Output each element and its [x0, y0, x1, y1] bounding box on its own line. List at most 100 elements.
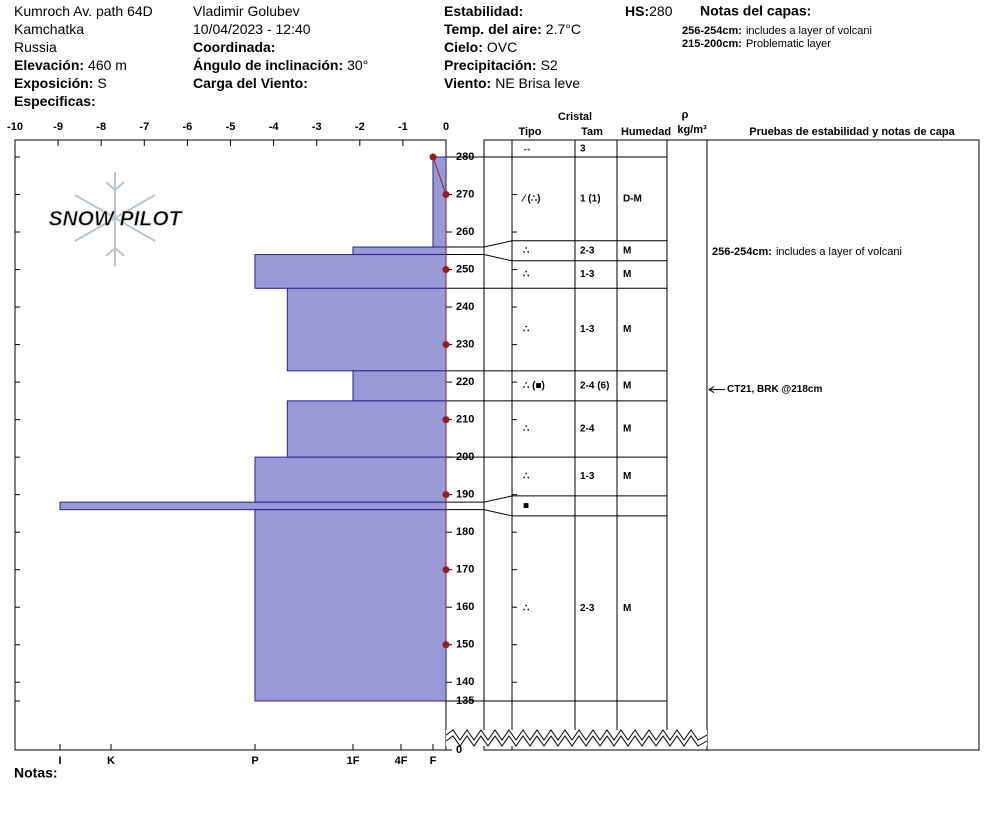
table-frame	[483, 139, 980, 751]
temperature-line	[432, 156, 447, 645]
surface-grain: ↔	[522, 144, 532, 155]
x-tick-label: -4	[269, 121, 280, 133]
hardness-tick-label: P	[251, 755, 258, 767]
grain-size: 2-4 (6)	[580, 380, 609, 391]
layer-connector	[446, 254, 667, 262]
hardness-bar	[352, 246, 447, 256]
note-text: includes a layer of volcani	[776, 246, 902, 258]
field-label: Precipitación:	[444, 57, 537, 73]
y-tick-label: 220	[456, 376, 474, 388]
hardness-tick-label: 4F	[395, 755, 408, 767]
field-label: Carga del Viento:	[193, 75, 308, 91]
column-header: Cristal	[558, 111, 592, 123]
y-tick-label: 140	[456, 676, 474, 688]
column-header: ρ	[682, 109, 689, 121]
layer-note: 215-200cm: Problematic layer	[682, 38, 831, 50]
field-value: OVC	[487, 39, 517, 55]
field-value: 460 m	[88, 57, 127, 73]
column-header: Tipo	[518, 126, 541, 138]
x-tick-label: -1	[398, 121, 408, 133]
temperature-point	[442, 416, 450, 424]
field-label: Viento:	[444, 75, 491, 91]
field-value: NE Brisa leve	[495, 75, 580, 91]
hardness-tick-label: F	[430, 755, 437, 767]
header-field: Precipitación: S2	[444, 57, 558, 73]
field-label: Elevación:	[14, 57, 84, 73]
y-tick-label: 180	[456, 526, 474, 538]
header-field: Exposición: S	[14, 75, 107, 91]
temperature-point	[442, 641, 450, 649]
grain-size: 1-3	[580, 269, 595, 280]
field-value: S	[97, 75, 106, 91]
y-tick-label: 190	[456, 489, 474, 501]
grain-type: ⁄ (∴)	[521, 194, 540, 205]
moisture: M	[623, 245, 631, 256]
field-label: Exposición:	[14, 75, 93, 91]
x-tick-label: -8	[96, 121, 106, 133]
field-value: 280	[649, 3, 673, 19]
field-value: 10/04/2023 - 12:40	[193, 21, 311, 37]
hardness-bar	[352, 370, 447, 402]
grain-type: ∴	[523, 324, 529, 335]
moisture: D-M	[623, 194, 642, 205]
column-header: kg/m³	[677, 124, 707, 136]
y-tick-label: 210	[456, 414, 474, 426]
hardness-tick-label: K	[107, 755, 115, 767]
logo-flake	[74, 172, 156, 266]
y-tick-label: 0	[456, 744, 462, 756]
layer-connector	[446, 509, 667, 517]
hardness-bar	[286, 400, 447, 458]
x-tick-label: -2	[355, 121, 365, 133]
layer-connector	[446, 495, 667, 503]
moisture: M	[623, 380, 631, 391]
moisture: M	[623, 269, 631, 280]
grain-size: 1 (1)	[580, 194, 601, 205]
grain-type: ∴	[523, 471, 529, 482]
grain-size: 2-3	[580, 245, 595, 256]
note-range: 215-200cm:	[682, 38, 742, 50]
logo-text: SNOW PILOT	[49, 208, 184, 231]
note-text: Problematic layer	[746, 38, 831, 50]
header-field: Especificas:	[14, 93, 96, 109]
header-field: Kamchatka	[14, 21, 84, 37]
temperature-point	[442, 266, 450, 274]
header-field: Cielo: OVC	[444, 39, 517, 55]
test-arrow-head	[708, 386, 715, 394]
note-range: 256-254cm:	[712, 246, 772, 258]
x-tick-label: -5	[226, 121, 236, 133]
field-value: 2.7°C	[546, 21, 581, 37]
hardness-tick-label: I	[58, 755, 61, 767]
layer-connector	[446, 240, 667, 248]
hardness-bar	[254, 509, 447, 702]
temperature-point	[442, 341, 450, 349]
moisture: M	[623, 324, 631, 335]
axis-break	[445, 729, 708, 747]
hardness-bar	[432, 156, 447, 248]
field-value: Vladimir Golubev	[193, 3, 300, 19]
grain-type: ∴	[523, 245, 529, 256]
header-field: Estabilidad:	[444, 3, 523, 19]
header-field: Ángulo de inclinación: 30°	[193, 57, 368, 73]
field-label: Estabilidad:	[444, 3, 523, 19]
temperature-point	[442, 491, 450, 499]
header-field: Temp. del aire: 2.7°C	[444, 21, 581, 37]
field-value: Kamchatka	[14, 21, 84, 37]
temperature-point	[442, 566, 450, 574]
field-label: Coordinada:	[193, 39, 275, 55]
grain-type: ∴	[523, 424, 529, 435]
field-label: Ángulo de inclinación:	[193, 57, 343, 73]
grain-size: 1-3	[580, 471, 595, 482]
grain-type: ∴ (■)	[523, 380, 545, 391]
surface-size: 3	[580, 144, 586, 155]
hardness-bar	[254, 456, 447, 503]
layer-note: 256-254cm: includes a layer of volcani	[682, 25, 872, 37]
header-field: Elevación: 460 m	[14, 57, 127, 73]
x-tick-label: -3	[312, 121, 322, 133]
test-label: CT21, BRK @218cm	[727, 384, 822, 395]
column-header: Tam	[581, 126, 603, 138]
y-tick-label: 270	[456, 188, 474, 200]
header-field: Russia	[14, 39, 57, 55]
field-label: Temp. del aire:	[444, 21, 542, 37]
hardness-bar	[286, 287, 447, 372]
